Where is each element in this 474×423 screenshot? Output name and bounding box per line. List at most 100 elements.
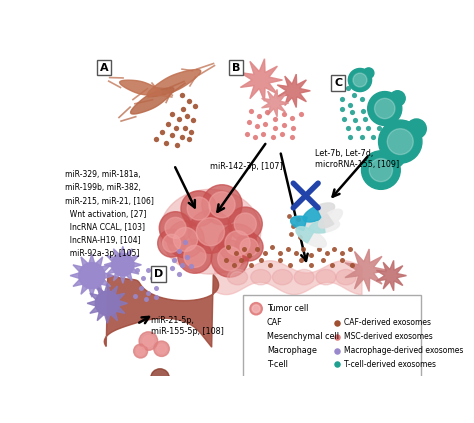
Circle shape (157, 344, 166, 353)
Text: B: B (232, 63, 240, 73)
Point (243, 131, 251, 137)
Circle shape (218, 224, 257, 263)
Point (348, 109, 356, 116)
Circle shape (187, 197, 210, 220)
Polygon shape (147, 69, 201, 97)
Point (338, 257, 346, 264)
Ellipse shape (160, 190, 261, 274)
Polygon shape (309, 220, 325, 233)
Circle shape (139, 332, 158, 350)
Circle shape (348, 69, 372, 91)
Point (338, 95, 346, 102)
Point (271, 115, 279, 122)
Point (133, 267, 141, 274)
Polygon shape (249, 343, 263, 357)
Circle shape (369, 159, 392, 181)
Point (259, 131, 267, 137)
Point (348, 261, 356, 268)
Point (280, 122, 288, 129)
Point (181, 124, 189, 131)
Point (222, 257, 230, 264)
Circle shape (225, 231, 250, 256)
Point (139, 275, 147, 281)
Circle shape (364, 68, 374, 78)
Point (145, 290, 152, 297)
Point (168, 132, 175, 139)
Polygon shape (70, 254, 113, 297)
Polygon shape (277, 74, 310, 107)
Polygon shape (345, 249, 387, 291)
Point (346, 134, 354, 140)
Ellipse shape (254, 272, 268, 283)
Point (333, 361, 340, 368)
Circle shape (353, 73, 367, 87)
Text: T-cell-derived exosomes: T-cell-derived exosomes (345, 360, 437, 369)
Circle shape (95, 291, 119, 315)
Point (350, 92, 357, 99)
Point (187, 263, 195, 270)
Point (290, 124, 297, 131)
Ellipse shape (230, 272, 245, 283)
Point (191, 103, 199, 110)
Circle shape (178, 239, 212, 273)
Point (163, 140, 170, 146)
Circle shape (154, 341, 169, 357)
Point (175, 271, 183, 277)
Circle shape (202, 185, 242, 225)
Point (247, 107, 255, 114)
Circle shape (379, 120, 422, 163)
Point (315, 246, 323, 253)
Point (230, 261, 237, 268)
Point (145, 267, 152, 274)
Point (287, 231, 295, 237)
Circle shape (218, 247, 242, 271)
Point (354, 124, 361, 131)
Point (333, 333, 340, 340)
Point (307, 261, 315, 268)
Point (175, 115, 183, 122)
Circle shape (387, 129, 413, 154)
Point (269, 134, 277, 140)
Point (253, 123, 261, 129)
Point (276, 257, 284, 264)
Point (319, 257, 327, 264)
Polygon shape (296, 227, 314, 243)
Ellipse shape (294, 269, 314, 285)
Polygon shape (104, 274, 219, 347)
Point (292, 249, 300, 256)
Ellipse shape (273, 269, 292, 285)
Text: A: A (100, 63, 109, 73)
Point (359, 107, 367, 114)
Point (181, 238, 189, 245)
Polygon shape (249, 330, 263, 343)
Point (152, 294, 160, 301)
Circle shape (79, 263, 105, 288)
Point (172, 124, 179, 131)
Point (168, 264, 175, 271)
Point (183, 254, 191, 261)
Circle shape (211, 240, 248, 277)
Polygon shape (376, 261, 406, 291)
Circle shape (390, 91, 405, 106)
Point (253, 246, 261, 253)
Point (173, 141, 181, 148)
Point (152, 285, 160, 291)
Circle shape (165, 217, 186, 239)
Point (266, 261, 274, 268)
Point (148, 275, 156, 281)
Circle shape (235, 233, 263, 261)
Circle shape (209, 192, 235, 218)
Point (286, 261, 294, 268)
Circle shape (137, 347, 145, 355)
Circle shape (181, 191, 217, 226)
Circle shape (234, 213, 256, 235)
Point (307, 251, 315, 258)
Text: miR-142-3p, [107]: miR-142-3p, [107] (210, 162, 283, 171)
Point (333, 319, 340, 326)
Ellipse shape (297, 272, 311, 283)
Point (344, 124, 351, 131)
Circle shape (134, 344, 147, 358)
Polygon shape (104, 246, 141, 283)
FancyBboxPatch shape (243, 295, 421, 377)
Ellipse shape (275, 272, 290, 283)
